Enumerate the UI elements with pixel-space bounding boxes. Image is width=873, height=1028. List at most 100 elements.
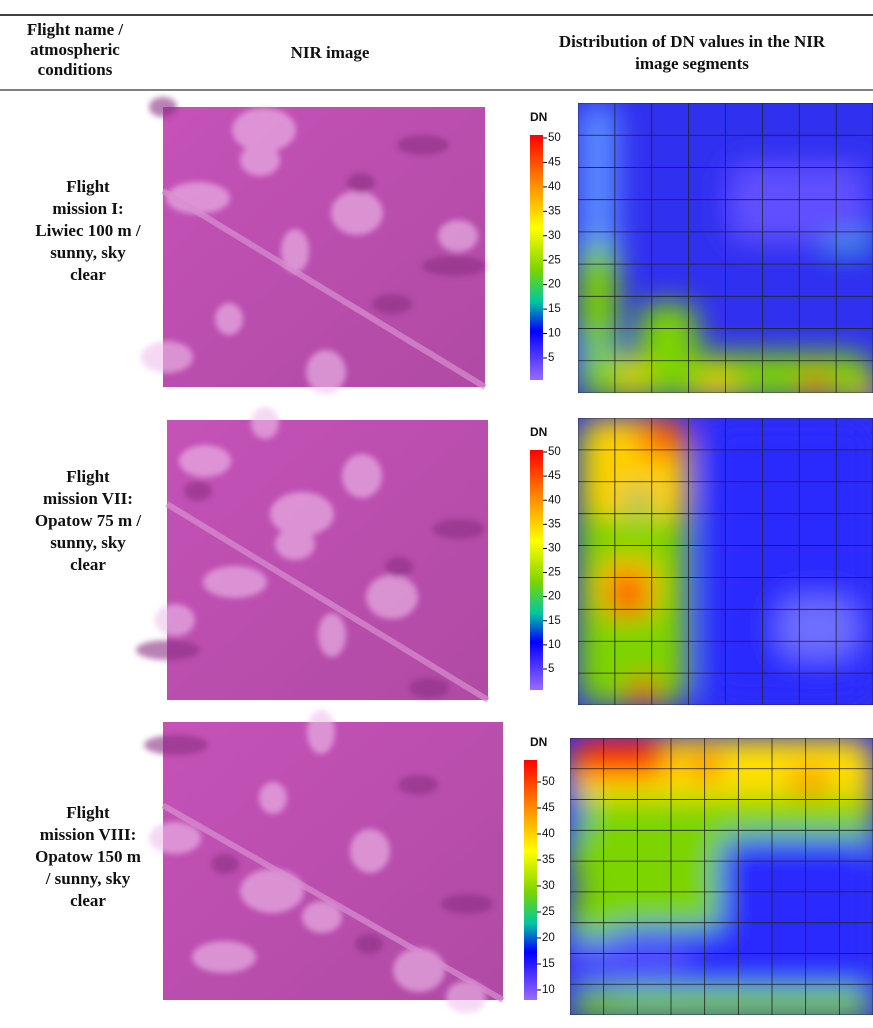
colorbar-tick-label: 30 bbox=[542, 880, 555, 892]
colorbar-tick-label: 35 bbox=[548, 518, 561, 530]
colorbar-tick-label: 50 bbox=[548, 132, 561, 144]
colorbar-tick-label: 15 bbox=[548, 615, 561, 627]
colorbar-tick-label: 40 bbox=[548, 181, 561, 193]
row-label: clear bbox=[70, 555, 106, 574]
heatmap-blob bbox=[778, 598, 858, 658]
colorbar-tick-label: 50 bbox=[542, 776, 555, 788]
row-label: mission I: bbox=[52, 199, 123, 218]
header-cell: Distribution of DN values in the NIR bbox=[559, 32, 826, 51]
nir-blob bbox=[307, 710, 335, 754]
heatmap-blob bbox=[608, 568, 648, 618]
nir-blob bbox=[372, 294, 412, 314]
nir-blob bbox=[155, 604, 195, 636]
colorbar-tick-label: 25 bbox=[542, 906, 555, 918]
colorbar-title: DN bbox=[530, 110, 547, 124]
row-label: mission VIII: bbox=[40, 825, 137, 844]
row-label: Flight bbox=[66, 803, 110, 822]
nir-blob bbox=[342, 454, 382, 498]
header-cell: atmospheric bbox=[30, 40, 120, 59]
nir-blob bbox=[433, 519, 485, 539]
colorbar bbox=[530, 135, 543, 380]
colorbar-tick-label: 5 bbox=[548, 352, 554, 364]
heatmap-blob bbox=[638, 418, 688, 458]
header-cell: Flight name / bbox=[27, 20, 124, 39]
nir-blob bbox=[141, 341, 193, 373]
colorbar-tick-label: 5 bbox=[548, 663, 554, 675]
colorbar-tick-label: 10 bbox=[542, 984, 555, 996]
header-cell: image segments bbox=[635, 54, 749, 73]
nir-blob bbox=[366, 575, 418, 619]
nir-blob bbox=[331, 191, 383, 235]
row-label: mission VII: bbox=[43, 489, 133, 508]
heatmap-blob bbox=[790, 768, 830, 793]
colorbar-tick-label: 45 bbox=[548, 470, 561, 482]
nir-blob bbox=[318, 613, 346, 657]
nir-blob bbox=[438, 220, 478, 252]
colorbar-title: DN bbox=[530, 425, 547, 439]
table: Flight name /atmosphericconditions NIR im… bbox=[0, 0, 873, 1028]
nir-blob bbox=[306, 350, 346, 394]
nir-blob bbox=[350, 829, 390, 873]
colorbar-tick-label: 20 bbox=[548, 591, 561, 603]
heatmap-blob bbox=[698, 373, 738, 398]
heatmap-blob bbox=[708, 418, 873, 705]
heatmap-blob bbox=[618, 363, 648, 388]
row-label: clear bbox=[70, 265, 106, 284]
colorbar-tick-label: 20 bbox=[542, 932, 555, 944]
colorbar-tick-label: 40 bbox=[542, 828, 555, 840]
colorbar bbox=[524, 760, 537, 1000]
heatmap-blob bbox=[728, 163, 868, 243]
nir-blob bbox=[184, 481, 212, 501]
page: {"header": {"col1": ["Flight name /", "a… bbox=[0, 0, 873, 1028]
colorbar-tick-label: 45 bbox=[548, 156, 561, 168]
nir-blob bbox=[144, 735, 208, 755]
nir-blob bbox=[259, 782, 287, 814]
heatmap bbox=[578, 103, 873, 403]
colorbar-tick-label: 25 bbox=[548, 567, 561, 579]
nir-blob bbox=[397, 135, 449, 155]
row-label: Flight bbox=[66, 177, 110, 196]
nir-blob bbox=[149, 97, 177, 117]
heatmap-blob bbox=[628, 488, 648, 513]
nir-blob bbox=[203, 566, 267, 598]
row-label: Liwiec 100 m / bbox=[35, 221, 141, 240]
nir-blob bbox=[211, 854, 239, 874]
header-cell: NIR image bbox=[291, 43, 370, 62]
nir-blob bbox=[398, 775, 438, 795]
colorbar-tick-label: 15 bbox=[548, 303, 561, 315]
row-label: sunny, sky bbox=[50, 243, 126, 262]
nir-blob bbox=[251, 407, 279, 439]
heatmap-blob bbox=[570, 988, 873, 1018]
colorbar-tick-label: 10 bbox=[548, 328, 561, 340]
nir-blob bbox=[240, 869, 304, 913]
nir-blob bbox=[270, 492, 334, 536]
colorbar-tick-label: 30 bbox=[548, 542, 561, 554]
row-label: Flight bbox=[66, 467, 110, 486]
colorbar-tick-label: 30 bbox=[548, 230, 561, 242]
row-label: Opatow 75 m / bbox=[35, 511, 142, 530]
colorbar-tick-label: 20 bbox=[548, 279, 561, 291]
row-label: sunny, sky bbox=[50, 533, 126, 552]
heatmap-blob bbox=[803, 373, 828, 398]
colorbar-tick-label: 25 bbox=[548, 254, 561, 266]
nir-blob bbox=[355, 934, 383, 954]
heatmap-blob bbox=[578, 243, 618, 353]
heatmap-blob bbox=[628, 678, 658, 705]
heatmap bbox=[570, 738, 873, 1018]
colorbar-tick-label: 10 bbox=[548, 639, 561, 651]
colorbar-tick-label: 50 bbox=[548, 446, 561, 458]
row-label: / sunny, sky bbox=[45, 869, 131, 888]
nir-blob bbox=[409, 678, 449, 698]
colorbar-tick-label: 15 bbox=[542, 958, 555, 970]
heatmap-blob bbox=[570, 938, 690, 978]
nir-blob bbox=[149, 822, 201, 854]
row-label: clear bbox=[70, 891, 106, 910]
colorbar-tick-label: 35 bbox=[548, 205, 561, 217]
colorbar-title: DN bbox=[530, 735, 547, 749]
header-cell: conditions bbox=[38, 60, 113, 79]
heatmap-blobs bbox=[570, 738, 873, 1018]
nir-blob bbox=[422, 256, 486, 276]
nir-blob bbox=[232, 108, 296, 152]
nir-blob bbox=[441, 894, 493, 914]
nir-blob bbox=[385, 557, 413, 577]
